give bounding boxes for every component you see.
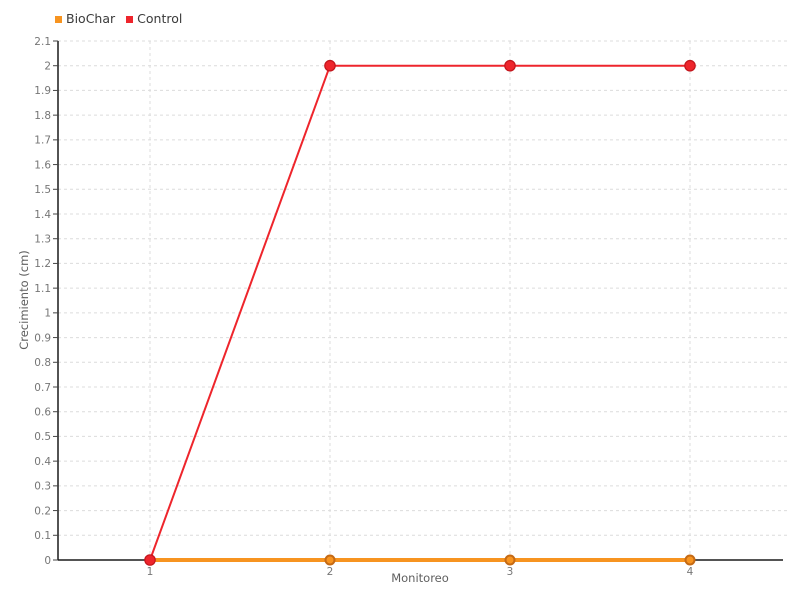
y-tick-label: 0.8: [34, 357, 51, 369]
y-tick-label: 0.4: [34, 456, 51, 468]
y-tick-label: 1.3: [34, 234, 51, 246]
y-tick-label: 1.6: [34, 159, 51, 171]
y-tick-label: 0.5: [34, 431, 51, 443]
y-tick-label: 1.2: [34, 258, 51, 270]
y-tick-label: 1.5: [34, 184, 51, 196]
data-point-control[interactable]: [684, 59, 696, 72]
y-tick-label: 0.3: [34, 481, 51, 493]
x-axis-title: Monitoreo: [391, 571, 449, 585]
y-tick-label: 1.7: [34, 135, 51, 147]
y-tick-label: 0.7: [34, 382, 51, 394]
y-tick-label: 1.4: [34, 209, 51, 221]
data-point-biochar[interactable]: [324, 554, 336, 566]
y-tick-label: 0.9: [34, 332, 51, 344]
x-tick-label: 1: [147, 566, 154, 578]
legend-label-control: Control: [137, 11, 183, 26]
y-tick-label: 1: [44, 308, 51, 320]
data-point-biochar[interactable]: [504, 554, 516, 566]
legend: BioChar Control: [55, 11, 183, 26]
control-swatch-icon: [126, 15, 134, 23]
y-tick-label: 1.1: [34, 283, 51, 295]
y-tick-label: 0.2: [34, 505, 51, 517]
x-tick-label: 3: [507, 566, 514, 578]
data-point-control[interactable]: [504, 59, 516, 72]
legend-label-biochar: BioChar: [66, 11, 116, 26]
y-tick-label: 2.1: [34, 36, 51, 48]
series-line-control: [149, 64, 691, 561]
legend-item-control[interactable]: Control: [126, 11, 183, 26]
y-tick-label: 2: [44, 61, 51, 73]
data-point-biochar[interactable]: [684, 554, 696, 566]
x-tick-label: 2: [327, 566, 334, 578]
y-tick-label: 0.6: [34, 407, 51, 419]
legend-item-biochar[interactable]: BioChar: [55, 11, 116, 26]
data-point-control[interactable]: [324, 59, 336, 72]
y-tick-label: 1.8: [34, 110, 51, 122]
y-tick-label: 1.9: [34, 85, 51, 97]
biochar-swatch-icon: [55, 15, 62, 23]
x-tick-label: 4: [687, 566, 694, 578]
y-axis-title: Crecimiento (cm): [17, 250, 31, 350]
y-tick-label: 0: [44, 555, 51, 567]
data-point-control[interactable]: [144, 554, 156, 566]
y-tick-label: 0.1: [34, 530, 51, 542]
